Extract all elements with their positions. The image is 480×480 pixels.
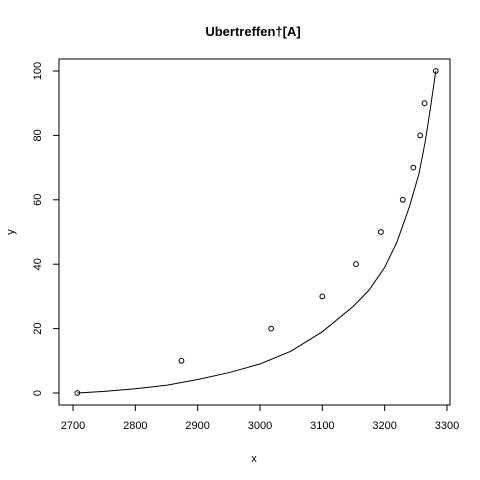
- x-axis: 2700 2800 2900 3000 3100 3200 3300: [61, 404, 459, 432]
- y-tick-label: 80: [32, 129, 44, 141]
- data-point: [399, 196, 406, 203]
- x-tick-label: 2900: [185, 420, 209, 432]
- data-point: [178, 357, 185, 364]
- plot-frame: [58, 58, 451, 406]
- y-tick-label: 20: [32, 322, 44, 334]
- x-tick-label: 2700: [61, 420, 85, 432]
- data-point: [74, 390, 81, 396]
- data-point: [417, 132, 424, 139]
- y-tick-label: 40: [32, 258, 44, 270]
- x-tick-label: 3100: [310, 420, 334, 432]
- data-point: [421, 100, 428, 107]
- fitted-curve-line: [77, 70, 437, 394]
- data-point: [378, 229, 384, 235]
- y-axis-label: y: [5, 229, 17, 235]
- data-point: [410, 164, 417, 171]
- data-point: [432, 68, 439, 74]
- x-tick-label: 3200: [372, 420, 396, 432]
- data-point: [353, 261, 359, 268]
- x-tick-label: 3300: [435, 420, 459, 432]
- chart-title: Ubertreffen†[A]: [205, 24, 300, 39]
- y-tick-label: 100: [32, 62, 44, 80]
- curve-series: [77, 70, 437, 394]
- data-point: [319, 293, 326, 300]
- x-tick-label: 3000: [248, 420, 272, 432]
- y-tick-label: 60: [32, 194, 44, 206]
- point-series: [74, 68, 439, 396]
- x-tick-label: 2800: [123, 420, 147, 432]
- y-tick-label: 0: [32, 390, 44, 396]
- x-axis-label: x: [251, 453, 257, 465]
- data-point: [268, 325, 275, 332]
- y-axis: 0 20 40 60 80 100: [32, 62, 60, 396]
